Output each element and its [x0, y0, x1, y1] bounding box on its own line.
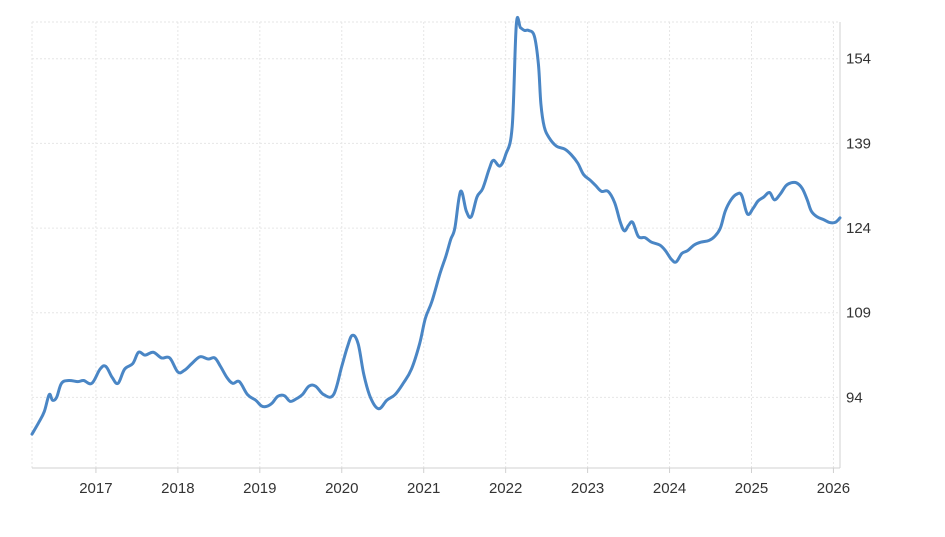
x-tick-label: 2022 [489, 480, 522, 497]
y-tick-label: 139 [846, 135, 871, 152]
gridlines [31, 21, 840, 468]
tick-labels: 94 109 124 139 154 2017 2018 2019 2020 2021 2022 20… [79, 51, 871, 497]
axes [32, 22, 841, 473]
x-tick-label: 2021 [407, 480, 440, 497]
x-tick-label: 2018 [161, 480, 194, 497]
series-line [30, 16, 842, 436]
y-tick-label: 124 [846, 220, 871, 237]
x-tick-label: 2026 [817, 480, 850, 497]
series [30, 16, 842, 436]
x-tick-label: 2019 [243, 480, 276, 497]
x-tick-label: 2024 [653, 480, 686, 497]
y-tick-label: 154 [846, 51, 871, 68]
y-tick-label: 109 [846, 305, 871, 322]
y-tick-label: 94 [846, 389, 863, 406]
x-tick-label: 2017 [79, 480, 112, 497]
x-tick-label: 2023 [571, 480, 604, 497]
x-tick-label: 2020 [325, 480, 358, 497]
x-tick-label: 2025 [735, 480, 768, 497]
